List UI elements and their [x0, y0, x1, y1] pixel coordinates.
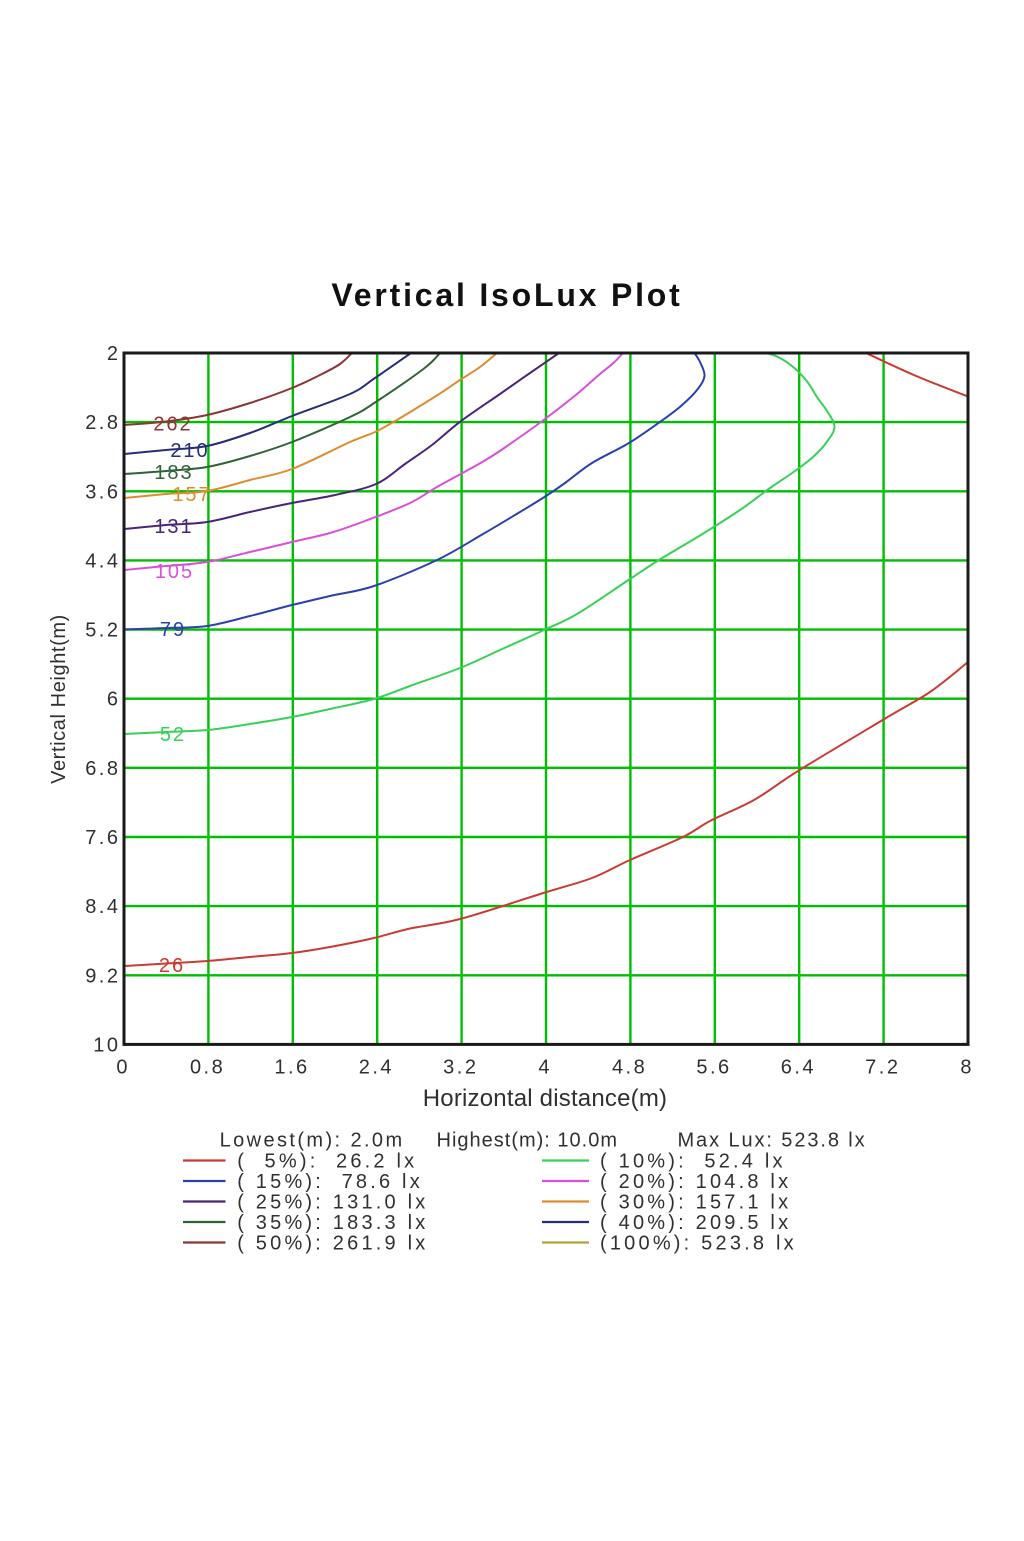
svg-text:52: 52 [160, 724, 186, 746]
svg-text:79: 79 [160, 619, 186, 641]
svg-text:( 50%): 261.9 lx: ( 50%): 261.9 lx [237, 1233, 428, 1255]
svg-text:4: 4 [538, 1057, 552, 1079]
svg-text:( 15%): 78.6 lx: ( 15%): 78.6 lx [237, 1171, 423, 1193]
svg-text:4.4: 4.4 [85, 550, 120, 572]
svg-text:(100%): 523.8 lx: (100%): 523.8 lx [600, 1233, 797, 1255]
svg-text:0.8: 0.8 [190, 1057, 225, 1079]
svg-text:8.4: 8.4 [85, 896, 120, 918]
svg-text:( 5%): 26.2 lx: ( 5%): 26.2 lx [237, 1151, 417, 1173]
svg-text:131: 131 [154, 516, 193, 538]
svg-text:6: 6 [107, 689, 121, 711]
svg-text:( 10%): 52.4 lx: ( 10%): 52.4 lx [600, 1151, 786, 1173]
svg-text:1.6: 1.6 [274, 1057, 309, 1079]
svg-text:5.6: 5.6 [696, 1057, 731, 1079]
svg-text:( 20%): 104.8 lx: ( 20%): 104.8 lx [600, 1171, 791, 1193]
svg-text:( 30%): 157.1 lx: ( 30%): 157.1 lx [600, 1192, 791, 1214]
svg-text:105: 105 [155, 561, 194, 583]
svg-text:( 40%): 209.5 lx: ( 40%): 209.5 lx [600, 1212, 791, 1234]
svg-text:6.8: 6.8 [85, 758, 120, 780]
svg-text:10: 10 [93, 1034, 120, 1056]
svg-text:( 25%): 131.0 lx: ( 25%): 131.0 lx [237, 1192, 428, 1214]
svg-text:26: 26 [159, 955, 185, 977]
svg-text:3.2: 3.2 [443, 1057, 478, 1079]
svg-text:Highest(m): 10.0m: Highest(m): 10.0m [437, 1130, 619, 1152]
svg-text:2.4: 2.4 [359, 1057, 394, 1079]
svg-text:4.8: 4.8 [612, 1057, 647, 1079]
svg-text:8: 8 [960, 1057, 974, 1079]
svg-text:Lowest(m): 2.0m: Lowest(m): 2.0m [220, 1130, 405, 1152]
svg-text:6.4: 6.4 [781, 1057, 816, 1079]
svg-text:( 35%): 183.3 lx: ( 35%): 183.3 lx [237, 1212, 428, 1234]
svg-text:3.6: 3.6 [85, 481, 120, 503]
svg-text:157: 157 [172, 484, 211, 506]
svg-text:2: 2 [107, 343, 121, 365]
svg-text:7.6: 7.6 [85, 827, 120, 849]
svg-text:Vertical IsoLux Plot: Vertical IsoLux Plot [331, 277, 682, 313]
svg-text:7.2: 7.2 [865, 1057, 900, 1079]
svg-text:210: 210 [170, 440, 209, 462]
svg-text:2.8: 2.8 [85, 412, 120, 434]
svg-text:9.2: 9.2 [85, 965, 120, 987]
svg-text:183: 183 [154, 462, 193, 484]
svg-text:5.2: 5.2 [85, 620, 120, 642]
svg-text:262: 262 [153, 414, 192, 436]
svg-text:Max Lux: 523.8 lx: Max Lux: 523.8 lx [678, 1130, 867, 1152]
svg-text:0: 0 [116, 1057, 130, 1079]
svg-text:Horizontal distance(m): Horizontal distance(m) [423, 1085, 667, 1112]
svg-text:Vertical Height(m): Vertical Height(m) [48, 614, 70, 784]
